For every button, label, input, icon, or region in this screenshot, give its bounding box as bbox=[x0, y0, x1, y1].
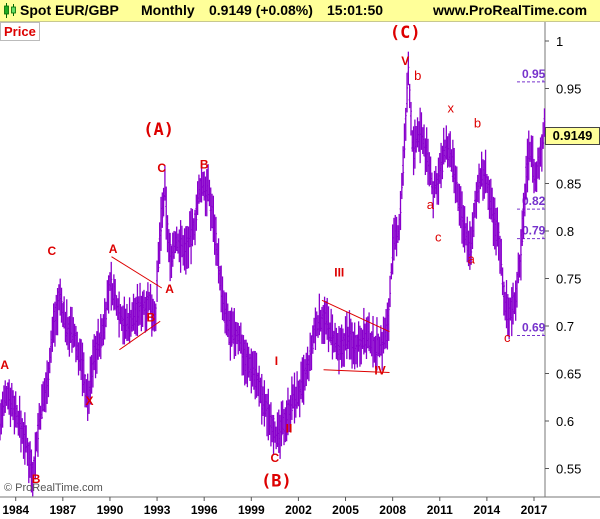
x-tick-label: 1987 bbox=[49, 503, 76, 517]
wave-label: c bbox=[435, 229, 442, 244]
trend-line bbox=[111, 256, 163, 289]
y-tick-label: 0.85 bbox=[556, 177, 581, 192]
y-tick-label: 0.7 bbox=[556, 319, 574, 334]
wave-label: b bbox=[414, 68, 421, 83]
wave-label: II bbox=[286, 421, 293, 435]
x-tick-label: 2002 bbox=[285, 503, 312, 517]
price-series bbox=[0, 51, 546, 497]
x-tick-label: 1993 bbox=[144, 503, 171, 517]
y-tick-label: 0.55 bbox=[556, 462, 581, 477]
wave-label: B bbox=[32, 472, 41, 486]
wave-label: IV bbox=[374, 363, 385, 377]
trend-line bbox=[321, 299, 390, 333]
symbol-label: Spot EUR/GBP bbox=[20, 2, 119, 18]
wave-label: x bbox=[448, 100, 455, 115]
fib-level-label: 0.95 bbox=[522, 67, 546, 81]
wave-label: A bbox=[165, 282, 174, 296]
wave-label: C bbox=[271, 451, 280, 465]
copyright-text: © ProRealTime.com bbox=[4, 482, 103, 494]
wave-label: c bbox=[504, 330, 511, 345]
wave-label: X bbox=[86, 394, 94, 408]
x-tick-label: 1999 bbox=[238, 503, 265, 517]
wave-label: III bbox=[334, 266, 344, 280]
fib-level-label: 0.79 bbox=[522, 224, 546, 238]
wave-label: A bbox=[0, 358, 9, 372]
y-tick-label: 0.65 bbox=[556, 367, 581, 382]
x-tick-label: 2011 bbox=[427, 503, 453, 517]
y-tick-label: 0.95 bbox=[556, 82, 581, 97]
wave-label: B bbox=[146, 310, 155, 324]
header-bar: Spot EUR/GBP Monthly 0.9149 (+0.08%) 15:… bbox=[0, 0, 600, 22]
fib-level-label: 0.69 bbox=[522, 321, 546, 335]
wave-label: a bbox=[468, 251, 476, 266]
y-tick-label: 0.6 bbox=[556, 414, 574, 429]
wave-label: (C) bbox=[390, 23, 421, 43]
x-tick-label: 2008 bbox=[379, 503, 406, 517]
site-label: www.ProRealTime.com bbox=[433, 2, 588, 18]
trend-line bbox=[119, 320, 161, 351]
candlestick-icon bbox=[4, 3, 16, 18]
wave-label: A bbox=[109, 242, 118, 256]
wave-label: (B) bbox=[261, 472, 292, 492]
x-tick-label: 1984 bbox=[2, 503, 29, 517]
wave-label: I bbox=[275, 354, 278, 368]
time-label: 15:01:50 bbox=[327, 2, 384, 18]
y-tick-label: 0.8 bbox=[556, 224, 574, 239]
x-tick-label: 2005 bbox=[332, 503, 359, 517]
x-tick-label: 2014 bbox=[474, 503, 501, 517]
current-price-box: 0.9149 bbox=[545, 127, 600, 145]
quote-label: 0.9149 (+0.08%) bbox=[209, 2, 313, 18]
wave-label: V bbox=[401, 54, 409, 68]
wave-label: B bbox=[200, 157, 209, 171]
x-tick-label: 2017 bbox=[521, 503, 548, 517]
y-tick-label: 0.75 bbox=[556, 272, 581, 287]
wave-label: b bbox=[474, 115, 481, 130]
fib-level-label: 0.82 bbox=[522, 194, 546, 208]
price-panel-tag[interactable]: Price bbox=[0, 22, 40, 41]
period-label: Monthly bbox=[141, 2, 195, 18]
x-tick-label: 1990 bbox=[97, 503, 124, 517]
trend-line bbox=[323, 369, 390, 374]
wave-label: C bbox=[157, 161, 166, 175]
wave-label: (A) bbox=[143, 120, 174, 140]
y-tick-label: 1 bbox=[556, 34, 563, 49]
price-chart[interactable]: 0.550.60.650.70.750.80.850.90.9511984198… bbox=[0, 22, 600, 519]
x-axis-strip bbox=[0, 498, 600, 519]
wave-label: C bbox=[47, 244, 56, 258]
wave-label: a bbox=[427, 197, 435, 212]
x-tick-label: 1996 bbox=[191, 503, 218, 517]
